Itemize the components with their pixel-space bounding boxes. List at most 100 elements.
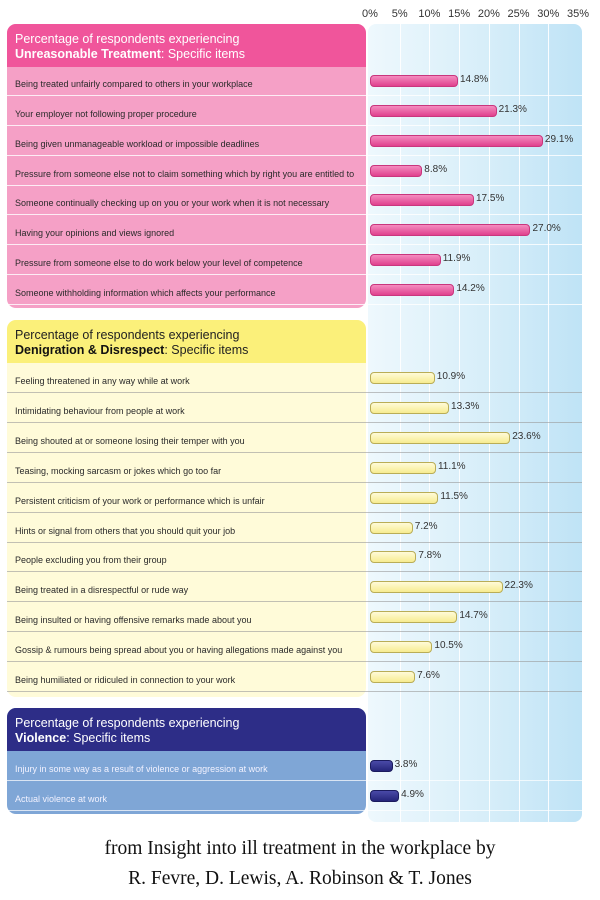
bar — [370, 491, 439, 504]
row-divider — [7, 661, 582, 663]
section-panel — [7, 24, 366, 309]
bar-value-label: 11.5% — [440, 490, 468, 502]
gridline — [459, 24, 461, 822]
bar-category-label: Feeling threatened in any way while at w… — [15, 376, 190, 386]
section-title-suffix: : Specific items — [66, 731, 151, 745]
bar-value-label: 17.5% — [476, 193, 505, 205]
row-divider — [7, 124, 582, 126]
x-tick-label: 0% — [362, 8, 378, 20]
x-tick-label: 25% — [507, 8, 530, 20]
caption-line-1: from Insight into ill treatment in the w… — [104, 838, 496, 859]
row-divider — [7, 541, 582, 543]
bar-value-label: 10.9% — [436, 371, 466, 382]
row-divider — [7, 571, 582, 573]
section-header: Percentage of respondents experiencing De… — [7, 320, 366, 363]
bar-category-label: Having your opinions and views ignored — [15, 228, 175, 239]
section-title-suffix: : Specific items — [164, 343, 249, 357]
bar — [370, 134, 543, 147]
bar-value-label: 7.2% — [414, 520, 438, 532]
bar-category-label: Your employer not following proper proce… — [15, 108, 197, 119]
bar-category-label: Actual violence at work — [15, 794, 108, 804]
bar — [370, 760, 393, 772]
section-header-line1: Percentage of respondents experiencing — [15, 716, 240, 730]
bar — [370, 224, 531, 237]
bar — [370, 461, 436, 474]
row-divider — [7, 511, 582, 513]
bar — [370, 194, 474, 207]
bar-value-label: 7.8% — [418, 550, 442, 562]
section-header: Percentage of respondents experiencing Un… — [7, 24, 366, 67]
bar-value-label: 27.0% — [532, 223, 561, 235]
row-divider — [7, 244, 582, 246]
bar — [370, 284, 455, 297]
section-title: Denigration & Disrespect — [15, 343, 165, 357]
section-title: Unreasonable Treatment — [15, 47, 161, 61]
x-tick-label: 20% — [477, 8, 500, 20]
bar-category-label: Being treated in a disrespectful or rude… — [15, 585, 189, 596]
bar-value-label: 11.9% — [442, 253, 471, 265]
x-tick-label: 35% — [566, 8, 590, 20]
bar — [370, 521, 413, 534]
bar-value-label: 4.9% — [401, 789, 424, 800]
bar — [370, 431, 511, 444]
x-tick-label: 15% — [448, 8, 471, 20]
row-divider — [7, 601, 582, 603]
section-header-line2: Violence: Specific items — [15, 731, 358, 746]
bar-value-label: 14.7% — [459, 610, 488, 622]
caption-line-2: R. Fevre, D. Lewis, A. Robinson & T. Jon… — [128, 868, 472, 889]
row-divider — [7, 154, 582, 156]
row-divider — [7, 392, 582, 393]
bar-category-label: Teasing, mocking sarcasm or jokes which … — [15, 465, 222, 476]
bar — [370, 671, 416, 683]
row-divider — [7, 304, 582, 306]
section-header-line1: Percentage of respondents experiencing — [15, 32, 240, 46]
bar — [370, 611, 458, 624]
bar-category-label: Persistent criticism of your work or per… — [15, 495, 265, 506]
bar — [370, 551, 417, 564]
x-axis-ticks: 0% 5% 10% 15% 20% 25% 30% 35% — [0, 8, 600, 24]
bar-category-label: Intimidating behaviour from people at wo… — [15, 405, 185, 416]
bar-value-label: 14.8% — [459, 74, 489, 85]
gridline — [518, 24, 520, 822]
bar-category-label: Being insulted or having offensive remar… — [15, 615, 252, 626]
bar-category-label: Pressure from someone else not to claim … — [15, 168, 355, 179]
section-header-line2: Unreasonable Treatment: Specific items — [15, 47, 358, 62]
bar-value-label: 13.3% — [451, 400, 480, 412]
bar-category-label: Pressure from someone else to do work be… — [15, 258, 303, 269]
section-header: Percentage of respondents experiencing Vi… — [7, 708, 366, 751]
bar-value-label: 10.5% — [434, 640, 463, 652]
bar — [370, 372, 435, 384]
bar-category-label: Hints or signal from others that you sho… — [15, 525, 236, 536]
bar — [370, 641, 433, 654]
bar-value-label: 21.3% — [498, 103, 527, 115]
section-header-line1: Percentage of respondents experiencing — [15, 328, 240, 342]
x-tick-label: 10% — [418, 8, 441, 20]
section-header-line2: Denigration & Disrespect: Specific items — [15, 343, 358, 358]
row-divider — [7, 184, 582, 186]
gridline — [399, 24, 401, 822]
row-divider — [7, 451, 582, 453]
plot-background — [368, 24, 582, 822]
row-divider — [7, 481, 582, 483]
bar-category-label: Injury in some way as a result of violen… — [15, 764, 268, 774]
row-divider — [7, 95, 582, 96]
bar-category-label: Gossip & rumours being spread about you … — [15, 645, 343, 656]
row-divider — [7, 421, 582, 423]
bar-value-label: 3.8% — [394, 759, 418, 770]
bar-value-label: 8.8% — [424, 163, 448, 175]
x-tick-label: 5% — [391, 8, 408, 20]
bar-value-label: 29.1% — [544, 133, 574, 145]
gridline — [488, 24, 490, 822]
bar-value-label: 23.6% — [512, 430, 541, 442]
bar — [370, 104, 497, 117]
row-divider — [7, 214, 582, 216]
bar-value-label: 22.3% — [504, 580, 533, 592]
section-title: Violence — [15, 731, 67, 745]
bar — [370, 254, 441, 267]
bar-value-label: 11.1% — [437, 460, 466, 472]
bar-category-label: Being shouted at or someone losing their… — [15, 435, 245, 446]
bar — [370, 75, 458, 87]
bar-category-label: Being humiliated or ridiculed in connect… — [15, 675, 236, 685]
bar-category-label: Being given unmanageable workload or imp… — [15, 138, 260, 149]
section-panel — [7, 320, 366, 697]
